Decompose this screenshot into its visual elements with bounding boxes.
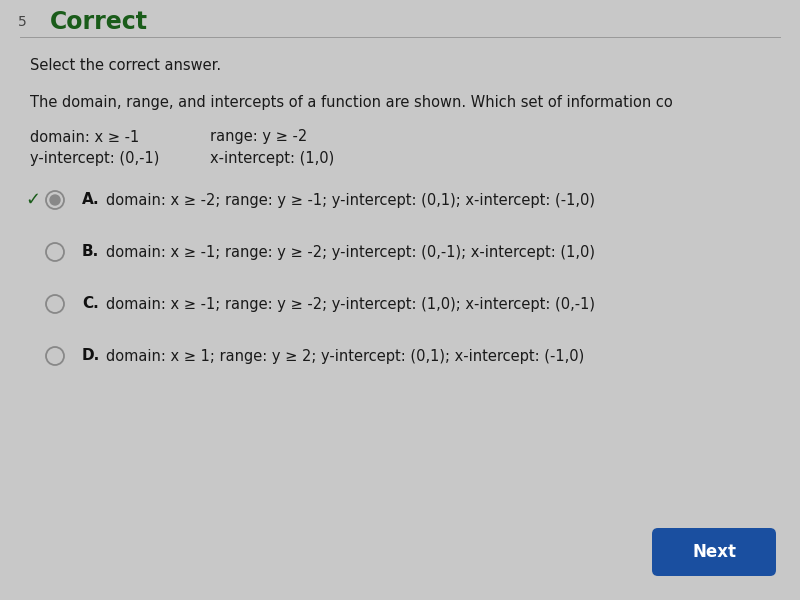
Text: 5: 5 — [18, 15, 26, 29]
Text: x-intercept: (1,0): x-intercept: (1,0) — [210, 151, 334, 166]
Text: domain: x ≥ -1; range: y ≥ -2; y-intercept: (1,0); x-intercept: (0,-1): domain: x ≥ -1; range: y ≥ -2; y-interce… — [106, 296, 595, 311]
Text: Next: Next — [692, 543, 736, 561]
Circle shape — [46, 191, 64, 209]
Text: D.: D. — [82, 349, 100, 364]
Text: domain: x ≥ 1; range: y ≥ 2; y-intercept: (0,1); x-intercept: (-1,0): domain: x ≥ 1; range: y ≥ 2; y-intercept… — [106, 349, 584, 364]
Text: C.: C. — [82, 296, 98, 311]
Text: domain: x ≥ -1; range: y ≥ -2; y-intercept: (0,-1); x-intercept: (1,0): domain: x ≥ -1; range: y ≥ -2; y-interce… — [106, 245, 595, 259]
Text: The domain, range, and intercepts of a function are shown. Which set of informat: The domain, range, and intercepts of a f… — [30, 95, 673, 110]
Text: range: y ≥ -2: range: y ≥ -2 — [210, 130, 307, 145]
Text: A.: A. — [82, 193, 100, 208]
Circle shape — [50, 195, 60, 205]
Text: domain: x ≥ -1: domain: x ≥ -1 — [30, 130, 139, 145]
Text: B.: B. — [82, 245, 99, 259]
Text: Correct: Correct — [50, 10, 148, 34]
Text: domain: x ≥ -2; range: y ≥ -1; y-intercept: (0,1); x-intercept: (-1,0): domain: x ≥ -2; range: y ≥ -1; y-interce… — [106, 193, 595, 208]
Text: Select the correct answer.: Select the correct answer. — [30, 58, 221, 73]
Text: y-intercept: (0,-1): y-intercept: (0,-1) — [30, 151, 159, 166]
FancyBboxPatch shape — [652, 528, 776, 576]
Text: ✓: ✓ — [26, 191, 41, 209]
